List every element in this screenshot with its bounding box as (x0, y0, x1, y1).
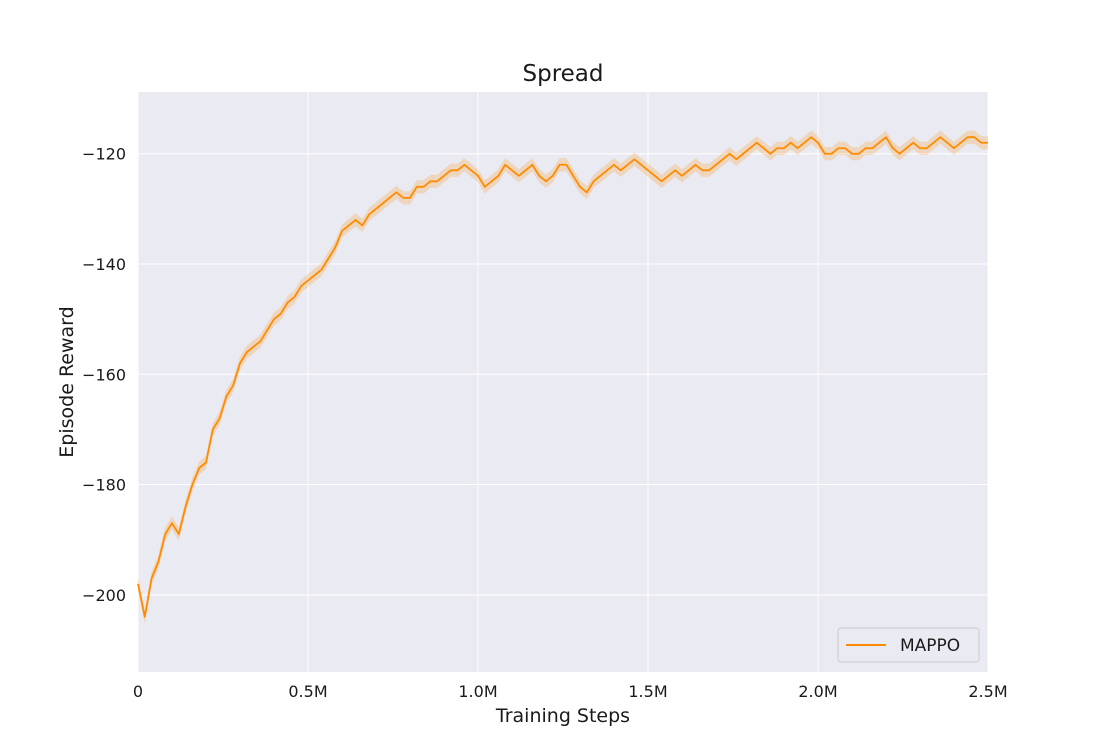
plot-background (138, 92, 988, 672)
y-tick-label-2: −160 (82, 365, 126, 384)
grid (137, 92, 989, 672)
x-tick-label-4: 2.0M (798, 682, 837, 701)
legend-box (837, 627, 980, 663)
x-tick-label-0: 0 (133, 682, 143, 701)
y-tick-label-0: −200 (82, 586, 126, 605)
y-axis-label: Episode Reward (56, 306, 78, 457)
x-axis-ticks: 0 0.5M 1.0M 1.5M 2.0M 2.5M (133, 682, 1008, 701)
legend: MAPPO (837, 627, 980, 663)
x-tick-label-1: 0.5M (288, 682, 327, 701)
x-axis-label: Training Steps (495, 705, 630, 727)
series-lines (137, 136, 988, 618)
y-axis-ticks: −200 −180 −160 −140 −120 (82, 145, 126, 605)
y-tick-label-3: −140 (82, 255, 126, 274)
x-tick-label-2: 1.0M (458, 682, 497, 701)
y-tick-label-1: −180 (82, 476, 126, 495)
series-line-0 (137, 136, 988, 618)
x-tick-label-5: 2.5M (968, 682, 1007, 701)
x-tick-label-3: 1.5M (628, 682, 667, 701)
y-tick-label-4: −120 (82, 145, 126, 164)
legend-label-mappo: MAPPO (900, 636, 960, 656)
chart-title: Spread (523, 61, 604, 87)
